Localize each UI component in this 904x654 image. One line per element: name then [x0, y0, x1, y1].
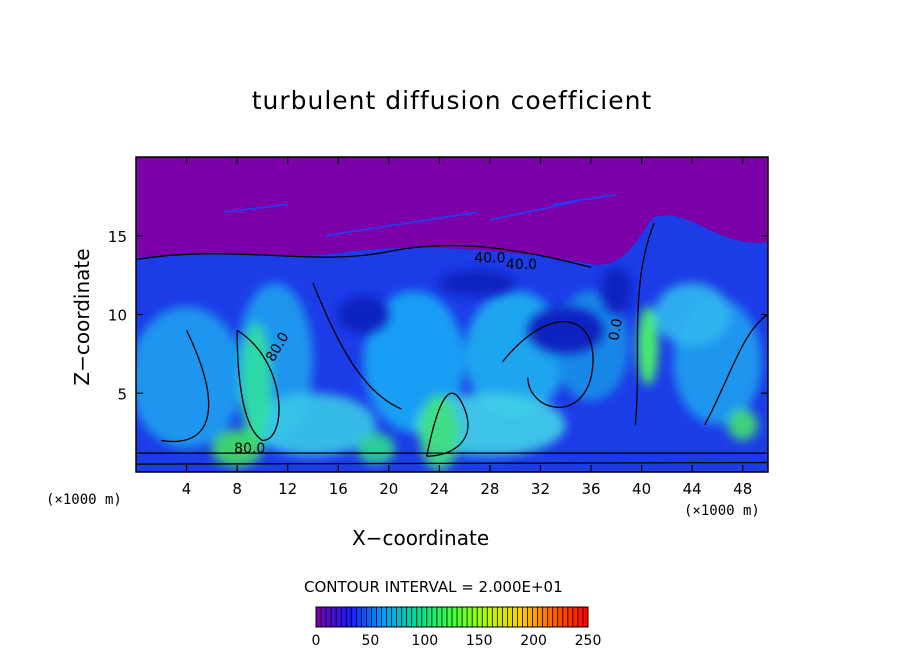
x-tick-label: 48: [733, 480, 752, 498]
colorbar-tick-label: 200: [520, 633, 547, 649]
contour-5: [502, 321, 594, 408]
y-axis-label: Z−coordinate: [70, 248, 94, 386]
core-1: [527, 306, 604, 354]
y-tick-label: 5: [117, 385, 127, 403]
core-3: [439, 270, 516, 296]
contour-3: [136, 461, 768, 465]
core-2: [601, 267, 632, 315]
high-value-3: [637, 306, 659, 386]
contour-8: [312, 282, 402, 410]
contour-0: [136, 244, 592, 268]
x-axis-label: X−coordinate: [352, 526, 490, 550]
core-0: [338, 295, 389, 334]
x-tick-label: 12: [278, 480, 297, 498]
contour-7: [704, 313, 768, 426]
streak-3: [224, 203, 288, 214]
z-unit-label: (×1000 m): [46, 492, 122, 508]
x-tick-label: 32: [531, 480, 550, 498]
high-value-2: [419, 394, 460, 471]
colorbar-tick-label: 50: [361, 633, 380, 649]
streak-0: [325, 211, 478, 237]
y-tick-label: 15: [108, 228, 127, 246]
contour-label-0: 40.0: [474, 251, 505, 267]
x-tick-label: 16: [329, 480, 348, 498]
contour-interval-label: CONTOUR INTERVAL = 2.000E+01: [304, 578, 563, 596]
high-value-1: [211, 429, 263, 468]
x-tick-label: 40: [632, 480, 651, 498]
x-tick-label: 4: [182, 480, 192, 498]
contour-label-4: 0.0: [606, 317, 626, 342]
x-tick-label: 8: [232, 480, 242, 498]
swirl-cores: [338, 267, 632, 354]
high-value-5: [727, 409, 758, 441]
x-tick-label: 24: [430, 480, 449, 498]
x-tick-label: 20: [379, 480, 398, 498]
contour-label-1: 40.0: [506, 257, 537, 273]
contour-4: [426, 392, 469, 457]
colorbar-tick-label: 150: [465, 633, 493, 649]
upper-streaks: [224, 193, 617, 237]
x-tick-label: 36: [581, 480, 600, 498]
colorbar-tick-label: 250: [574, 633, 602, 649]
field-layer: [136, 193, 768, 472]
contour-6: [634, 222, 655, 425]
high-value-0: [240, 322, 272, 449]
eddy-8: [654, 283, 731, 346]
colorbar-tick-label: 100: [411, 633, 439, 649]
contour-lines: [136, 222, 768, 465]
contour-1: [236, 329, 280, 442]
streak-2: [552, 193, 617, 206]
contour-9: [161, 329, 210, 443]
contour-label-3: 80.0: [234, 441, 265, 457]
streak-1: [489, 200, 579, 221]
eddy-0: [136, 306, 244, 449]
y-tick-label: 10: [108, 307, 127, 325]
high-value-4: [357, 432, 396, 465]
eddy-7: [249, 393, 377, 457]
x-unit-label: (×1000 m): [684, 503, 760, 519]
x-tick-label: 44: [683, 480, 702, 498]
chart-title: turbulent diffusion coefficient: [251, 86, 653, 115]
colorbar-tick-label: 0: [311, 633, 321, 649]
x-tick-label: 28: [480, 480, 499, 498]
